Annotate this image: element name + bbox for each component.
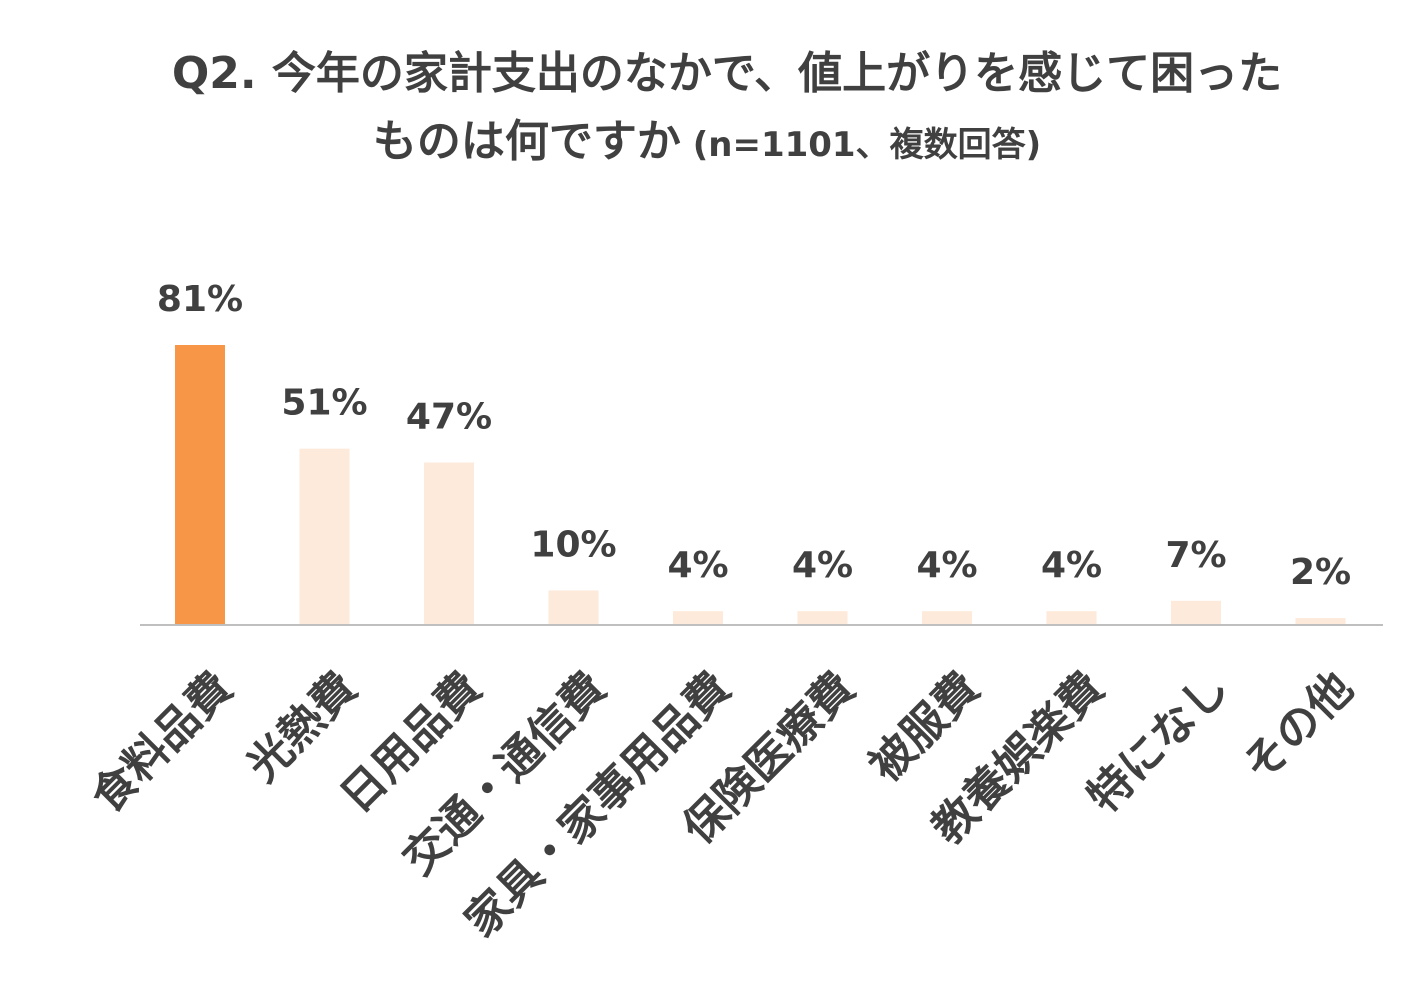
value-label-8: 4%	[1041, 545, 1102, 586]
bars-layer	[175, 345, 1346, 625]
value-label-3: 47%	[406, 397, 492, 438]
bar-3	[424, 462, 474, 625]
bar-7	[922, 611, 972, 625]
chart-title-line1: Q2. 今年の家計支出のなかで、値上がりを感じて困った	[171, 48, 1283, 99]
value-label-5: 4%	[667, 545, 728, 586]
bar-9	[1171, 600, 1221, 625]
value-label-10: 2%	[1290, 552, 1351, 593]
chart-title: Q2. 今年の家計支出のなかで、値上がりを感じて困った ものは何ですか (n=1…	[0, 40, 1414, 179]
bar-1	[175, 345, 225, 625]
value-label-9: 7%	[1165, 535, 1226, 576]
value-label-4: 10%	[530, 524, 616, 565]
value-label-7: 4%	[916, 545, 977, 586]
category-label-10: その他	[1234, 662, 1363, 791]
value-label-1: 81%	[157, 279, 243, 320]
value-label-6: 4%	[792, 545, 853, 586]
value-label-2: 51%	[281, 383, 367, 424]
bar-4	[548, 590, 599, 625]
bar-10	[1295, 618, 1346, 625]
chart-title-sample-note: (n=1101、複数回答)	[680, 125, 1042, 165]
bar-2	[299, 448, 350, 625]
chart-title-line2: ものは何ですか (n=1101、複数回答)	[0, 108, 1414, 179]
value-labels-layer: 81% 51% 47% 10% 4% 4% 4% 4% 7% 2%	[157, 279, 1351, 593]
chart-title-line2-main: ものは何ですか	[372, 116, 681, 167]
category-labels-layer: 食料品費光熱費日用品費交通・通信費家具・家事用品費保険医療費被服費教養娯楽費特に…	[82, 662, 1363, 947]
bar-8	[1046, 611, 1097, 625]
category-label-1: 食料品費	[82, 662, 243, 823]
bar-6	[797, 611, 848, 625]
category-label-9: 特になし	[1078, 662, 1239, 823]
bar-5	[673, 611, 723, 625]
